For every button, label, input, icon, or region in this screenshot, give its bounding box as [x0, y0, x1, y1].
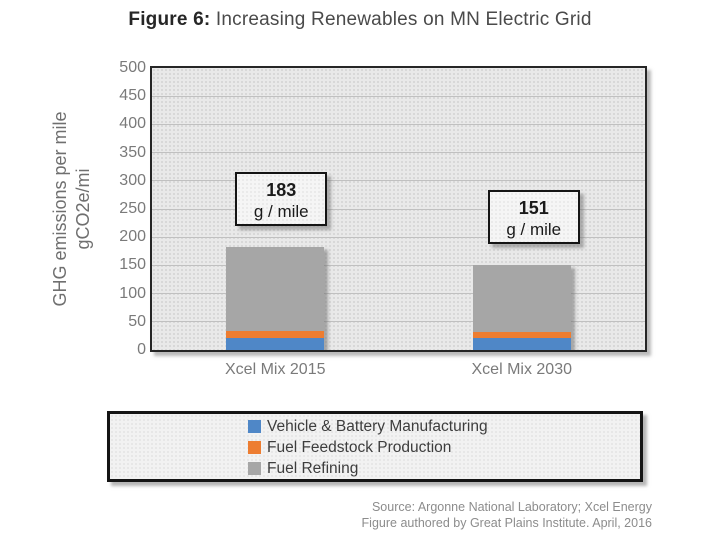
source-attribution: Source: Argonne National Laboratory; Xce… — [362, 499, 652, 531]
gridline-100 — [152, 293, 645, 295]
y-tick-label-350: 350 — [119, 143, 146, 161]
y-tick-label-450: 450 — [119, 87, 146, 105]
bar-segment-fuel-refining — [472, 264, 571, 332]
y-tick-label-250: 250 — [119, 200, 146, 217]
data-label-callout-xcel-mix-2030: 151 g / mile — [487, 190, 580, 244]
legend-label-fuel-refining: Fuel Refining — [267, 459, 359, 477]
plot-area — [150, 66, 647, 352]
bar-segment-vehicle-battery-manufacturing — [472, 337, 571, 350]
y-tick-label-150: 150 — [119, 256, 146, 274]
data-label-value: 151 — [518, 198, 549, 218]
bar-segment-fuel-feedstock-production — [226, 330, 325, 338]
figure-title: Figure 6: Increasing Renewables on MN El… — [0, 9, 720, 31]
legend-label-fuel-feedstock-production: Fuel Feedstock Production — [267, 438, 452, 456]
x-axis-label-xcel-mix-2015: Xcel Mix 2015 — [225, 361, 326, 378]
legend-box: Vehicle & Battery Manufacturing Fuel Feed… — [107, 411, 643, 482]
gridline-350 — [152, 152, 645, 154]
legend-swatch-fuel-feedstock-production — [248, 441, 261, 454]
y-tick-label-500: 500 — [119, 59, 146, 76]
source-line-2: Figure authored by Great Plains Institut… — [361, 516, 652, 530]
gridline-150 — [152, 264, 645, 266]
bar-segment-fuel-feedstock-production — [472, 331, 571, 338]
bar-segment-fuel-refining — [226, 246, 325, 331]
figure-title-prefix: Figure 6: — [128, 9, 211, 30]
gridline-450 — [152, 95, 645, 97]
legend-swatch-vehicle-battery-manufacturing — [248, 420, 261, 433]
bar-segment-vehicle-battery-manufacturing — [226, 337, 325, 350]
y-tick-label-400: 400 — [119, 115, 146, 133]
data-label-callout-xcel-mix-2015: 183 g / mile — [235, 172, 328, 226]
legend-item-vehicle-battery-manufacturing: Vehicle & Battery Manufacturing — [248, 416, 640, 437]
x-axis-label-xcel-mix-2030: Xcel Mix 2030 — [471, 361, 573, 378]
gridline-400 — [152, 123, 645, 125]
legend-swatch-fuel-refining — [248, 462, 261, 475]
source-line-1: Source: Argonne National Laboratory; Xce… — [371, 500, 652, 514]
y-tick-label-300: 300 — [119, 171, 146, 189]
y-tick-label-100: 100 — [119, 284, 146, 302]
gridline-300 — [152, 180, 645, 182]
data-label-unit: g / mile — [253, 202, 309, 221]
data-label-unit: g / mile — [506, 220, 562, 239]
stacked-bar-xcel-mix-2015 — [226, 246, 325, 350]
y-tick-label-200: 200 — [119, 228, 146, 246]
data-label-value: 183 — [266, 180, 297, 200]
figure-title-text: Increasing Renewables on MN Electric Gri… — [210, 9, 592, 30]
gridline-50 — [152, 321, 645, 323]
legend-label-vehicle-battery-manufacturing: Vehicle & Battery Manufacturing — [267, 417, 488, 435]
gridline-250 — [152, 208, 645, 210]
gridline-200 — [152, 236, 645, 238]
legend-item-fuel-feedstock-production: Fuel Feedstock Production — [248, 437, 640, 458]
y-tick-label-50: 50 — [128, 312, 146, 330]
y-tick-label-0: 0 — [137, 341, 146, 358]
legend-items: Vehicle & Battery Manufacturing Fuel Feed… — [110, 414, 640, 479]
legend-item-fuel-refining: Fuel Refining — [248, 458, 640, 479]
stacked-bar-xcel-mix-2030 — [472, 264, 571, 350]
y-axis-title-line1: GHG emissions per mile — [50, 111, 70, 307]
